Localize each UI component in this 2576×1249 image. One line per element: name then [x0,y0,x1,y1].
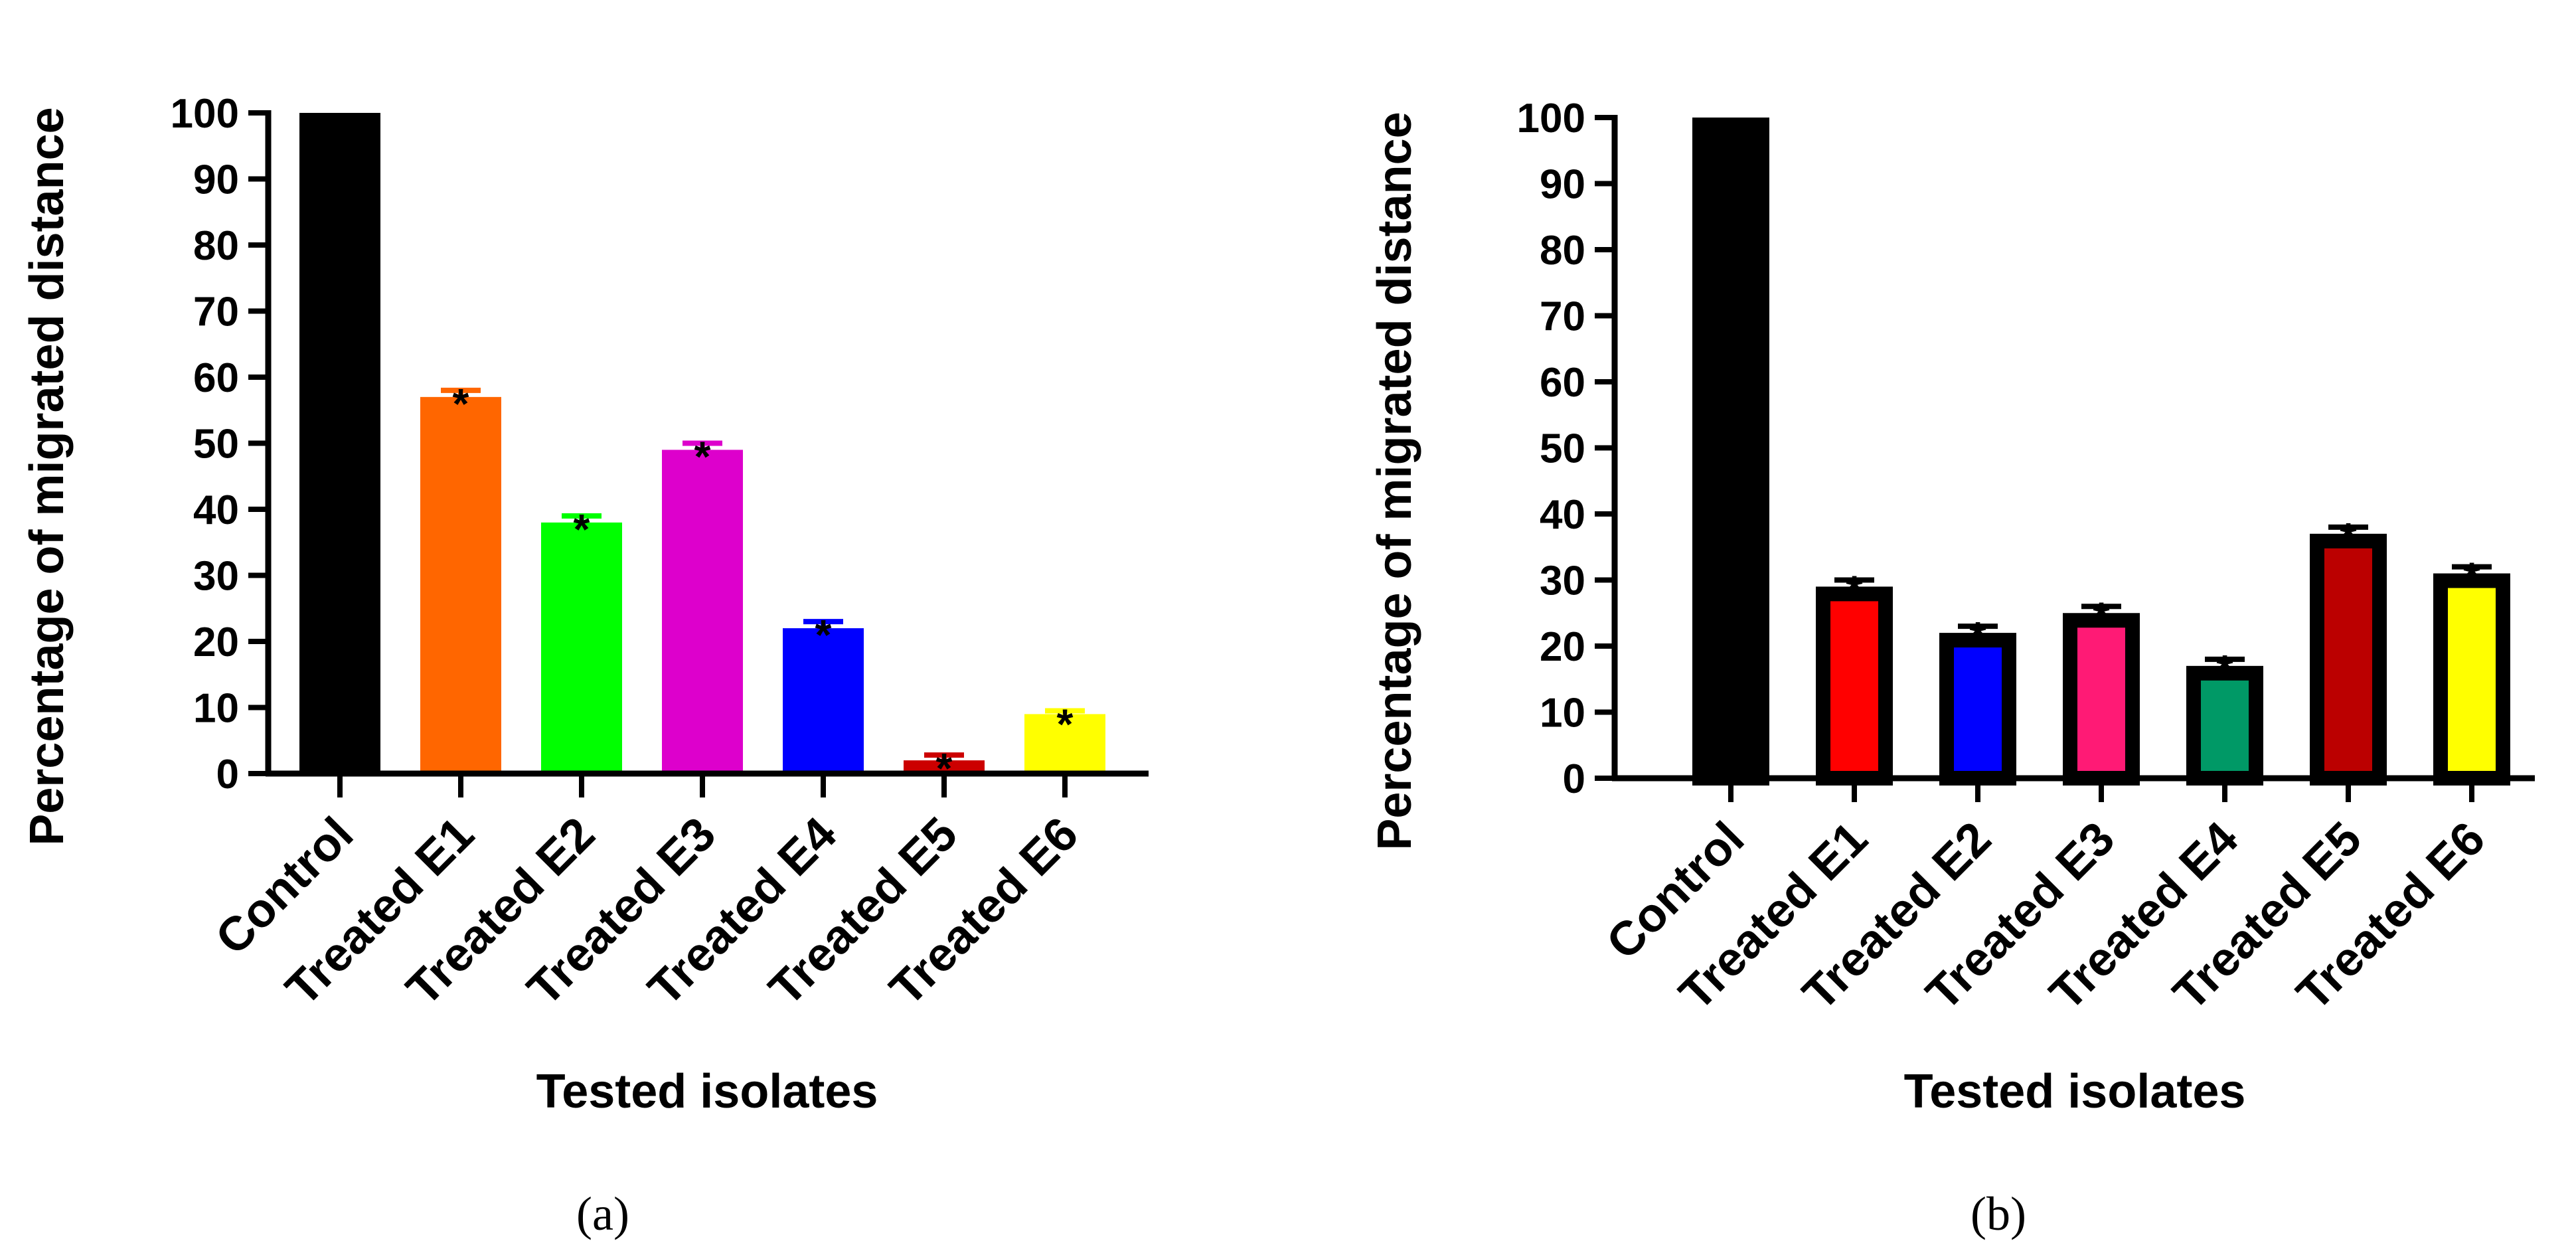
chart-panel-b: ** ****0102030405060708090100ControlTreat… [1368,96,2535,1240]
y-tick-label: 100 [1517,96,1585,141]
bar-treated-e1 [420,396,501,774]
significance-mark: * [694,433,711,481]
y-tick-label: 60 [193,355,239,401]
y-tick-label: 50 [193,422,239,467]
significance-mark: * [2217,646,2233,694]
significance-mark: * [1970,613,1986,661]
significance-mark: * [1846,567,1863,615]
y-tick-label: 90 [1540,162,1585,208]
y-tick-label: 20 [193,620,239,665]
y-tick-label: 0 [1563,756,1585,802]
bar-treated-e4 [783,628,864,774]
significance-mark: * [574,505,590,553]
bar-treated-e2 [1939,633,2016,786]
bar-treated-e6 [2433,573,2510,786]
x-axis-title: Tested isolates [1904,1065,2246,1118]
y-axis-title: Percentage of migrated distance [1368,112,1421,850]
bar-control [1692,118,1769,786]
bar-treated-e2 [541,522,622,774]
y-tick-label: 100 [171,91,239,137]
y-tick-label: 30 [1540,558,1585,604]
bar-treated-e5 [904,760,985,774]
y-tick-label: 70 [1540,294,1585,340]
y-tick-label: 80 [193,223,239,269]
x-axis-title: Tested isolates [536,1065,878,1118]
y-tick-label: 90 [193,157,239,203]
y-tick-label: 0 [216,752,239,797]
y-tick-label: 20 [1540,624,1585,670]
significance-mark: * [2093,593,2110,641]
y-tick-label: 10 [1540,691,1585,736]
significance-mark: * [2464,554,2480,602]
significance-mark: * [2340,514,2357,562]
panel-label: (b) [1971,1187,2026,1240]
bar-treated-e3 [2063,613,2140,786]
panel-label: (a) [576,1187,629,1240]
bar-treated-e3 [662,450,743,774]
bar-control [299,113,380,774]
y-tick-label: 80 [1540,228,1585,274]
y-tick-label: 30 [193,554,239,600]
bar-treated-e5 [2310,533,2387,786]
y-tick-label: 40 [193,487,239,533]
bar-treated-e6 [1024,714,1105,774]
significance-mark: * [1057,700,1074,748]
y-tick-label: 10 [193,686,239,732]
y-tick-label: 70 [193,290,239,335]
significance-mark: * [453,380,469,428]
bar-treated-e1 [1816,586,1893,786]
y-tick-label: 40 [1540,492,1585,538]
chart-panel-a: ******0102030405060708090100ControlTreat… [21,91,1149,1240]
significance-mark: * [815,611,832,659]
y-tick-label: 50 [1540,426,1585,472]
y-tick-label: 60 [1540,360,1585,406]
y-axis-title: Percentage of migrated distance [21,107,74,845]
